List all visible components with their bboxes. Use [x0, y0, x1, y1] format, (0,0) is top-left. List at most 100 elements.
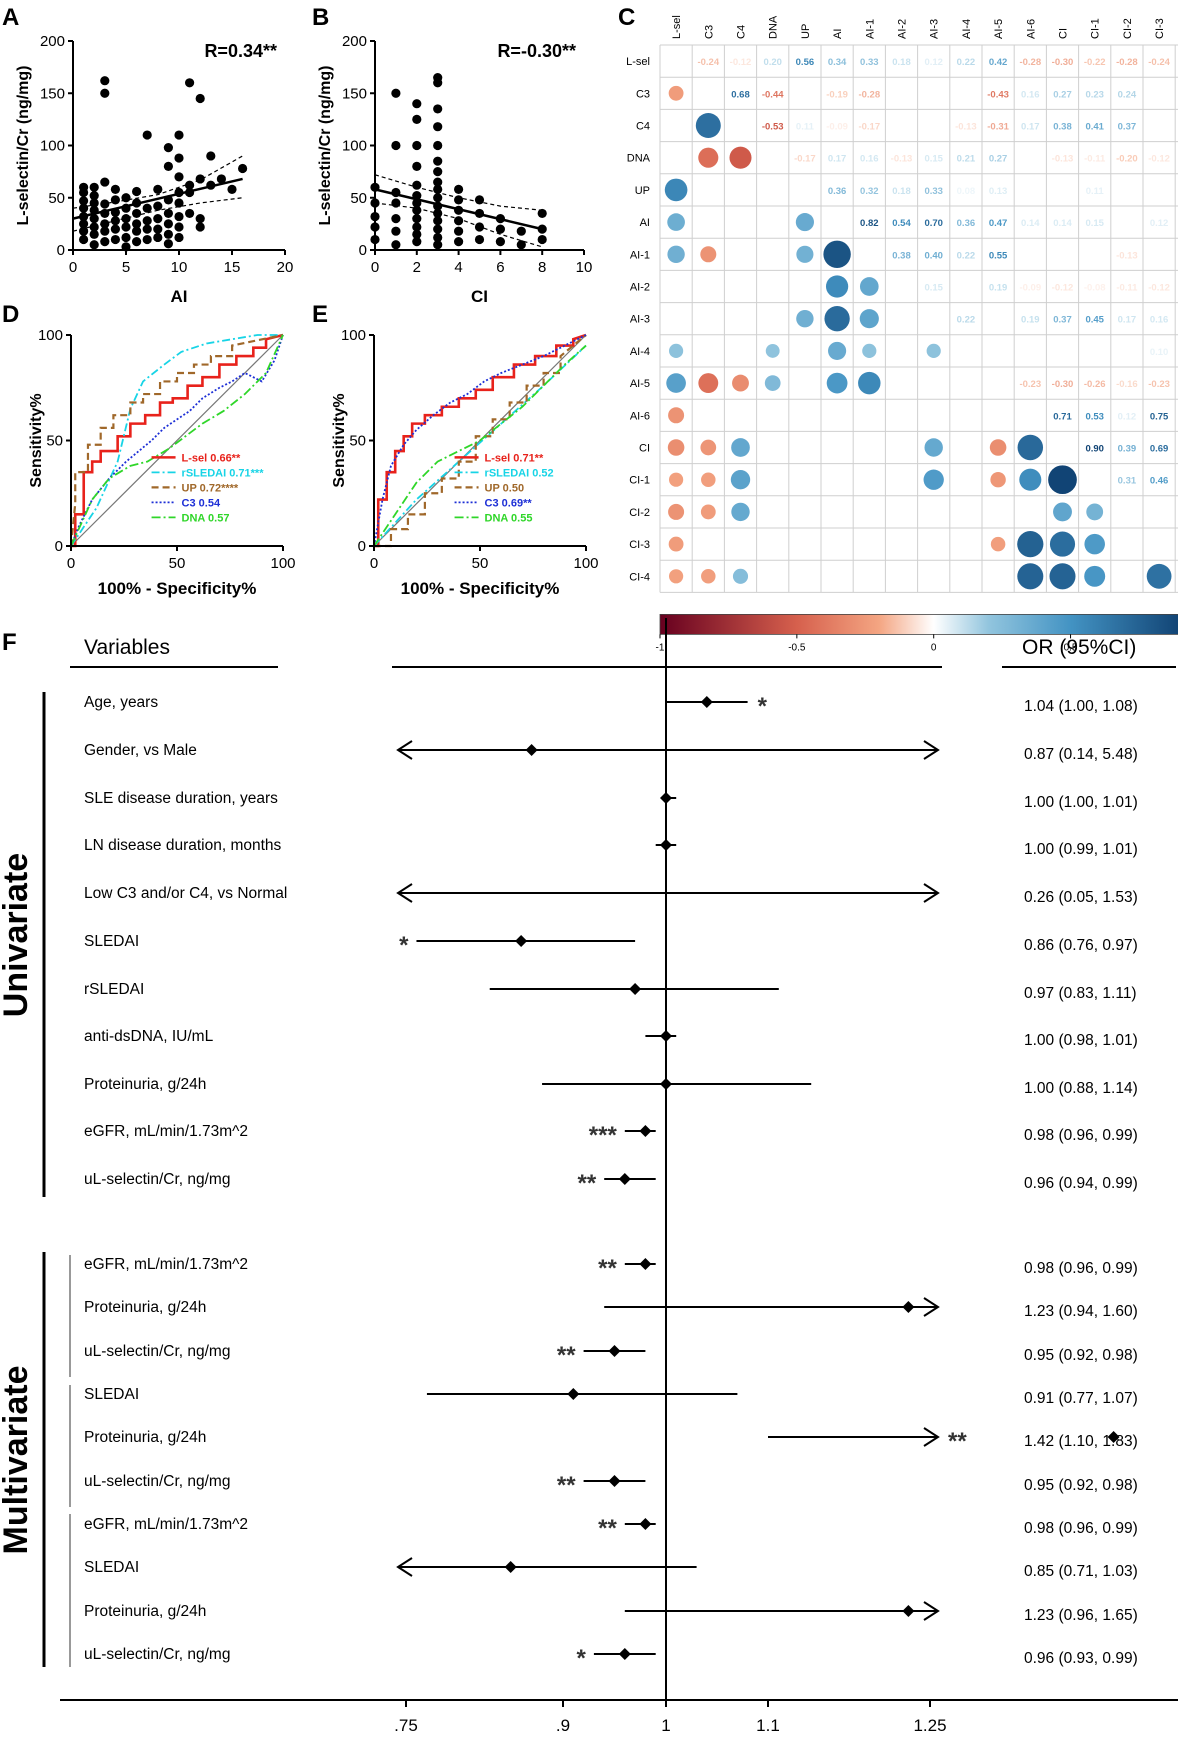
correlation-value: 0.27: [1053, 89, 1072, 100]
panel-a-scatter: 0 50 100 150 200 0 5 10 15 20 AI L-selectin/Cr (ng/…: [15, 33, 293, 306]
column-label: AI-2: [897, 19, 909, 39]
correlation-value: 0.37: [1053, 315, 1072, 326]
data-point: [537, 224, 547, 234]
x-tick-label: .75: [394, 1716, 418, 1735]
data-point: [474, 208, 485, 219]
data-point: [110, 207, 120, 217]
correlation-value: 0.82: [860, 218, 879, 229]
correlation-value: -0.19: [826, 89, 848, 100]
column-label: AI-5: [993, 19, 1005, 39]
row-or-text: 0.95 (0.92, 0.98): [1024, 1477, 1138, 1494]
panel-label-a: A: [2, 4, 19, 31]
data-point: [110, 184, 120, 194]
correlation-value: 0.33: [924, 186, 943, 197]
correlation-circle: [1049, 531, 1076, 557]
data-point: [227, 184, 237, 194]
data-point: [100, 208, 110, 219]
correlation-value: 0.20: [763, 57, 782, 68]
data-point: [433, 122, 443, 132]
roc-curve: [373, 344, 587, 547]
correlation-circle: [732, 568, 749, 584]
data-point: [433, 72, 443, 83]
data-point: [412, 140, 422, 151]
correlation-value: 0.34: [828, 57, 847, 68]
data-point: [195, 214, 205, 224]
correlation-annotation: R=0.34**: [204, 41, 277, 61]
correlation-circle: [669, 569, 684, 584]
data-point: [454, 184, 464, 194]
arrow-right: [923, 883, 940, 903]
row-label: Proteinuria, g/24h: [84, 1076, 206, 1093]
y-axis-label: L-selectin/Cr (ng/mg): [317, 65, 334, 225]
x-tick-label: 2: [413, 259, 421, 276]
data-point: [163, 142, 173, 153]
data-point: [238, 163, 248, 174]
panel-f-forest-plot: Variables OR (95%CI) .75 .9 1 1.1 1.25 Univaria…: [0, 618, 1178, 1735]
row-or-text: 0.91 (0.77, 1.07): [1024, 1390, 1138, 1407]
row-label: Gender, vs Male: [84, 742, 197, 759]
data-point: [142, 234, 152, 245]
row-or-text: 1.04 (1.00, 1.08): [1024, 698, 1138, 715]
data-point: [412, 99, 422, 109]
data-point: [454, 205, 464, 215]
data-point: [153, 214, 163, 224]
correlation-value: -0.13: [891, 154, 913, 165]
correlation-value: 0.11: [796, 122, 815, 133]
data-point: [132, 219, 142, 229]
data-point: [100, 219, 110, 229]
panel-b-scatter: 0 50 100 150 200 0 2 4 6 8 10 CI L-selectin/Cr (ng/m…: [317, 33, 592, 306]
data-point: [474, 222, 485, 232]
correlation-value: 0.36: [828, 186, 847, 197]
data-point: [163, 219, 173, 229]
correlation-value: -0.43: [987, 89, 1009, 100]
x-tick-label: 1.1: [756, 1716, 780, 1735]
correlation-value: 0.16: [1150, 315, 1169, 326]
arrow-left: [396, 1557, 413, 1577]
y-tick-label: 100: [38, 327, 63, 344]
correlation-value: -0.11: [1116, 283, 1138, 294]
correlation-value: 0.71: [1053, 411, 1072, 422]
arrow-right: [923, 1297, 940, 1317]
correlation-value: -0.12: [1052, 283, 1074, 294]
data-point: [206, 151, 216, 161]
data-point: [433, 224, 443, 234]
data-point: [153, 201, 163, 211]
data-point: [110, 234, 120, 245]
y-tick-label: 50: [349, 433, 366, 450]
correlation-circle: [990, 536, 1006, 552]
correlation-value: -0.28: [858, 89, 880, 100]
roc-curve: [70, 334, 283, 547]
y-tick-label: 50: [350, 190, 367, 207]
correlation-value: 0.22: [957, 315, 976, 326]
data-point: [142, 203, 152, 213]
row-label: UP: [635, 185, 650, 197]
data-point: [454, 195, 464, 205]
data-point: [391, 88, 401, 98]
legend-label: DNA 0.55: [485, 512, 533, 524]
data-point: [89, 229, 99, 239]
legend-label: C3 0.69**: [485, 497, 533, 509]
data-point: [132, 186, 142, 197]
data-point: [121, 214, 131, 224]
correlation-value: 0.32: [860, 186, 879, 197]
correlation-value: -0.31: [987, 122, 1009, 133]
data-point: [142, 224, 152, 234]
data-point: [195, 174, 205, 184]
point-estimate: [515, 935, 528, 947]
correlation-circle: [859, 277, 879, 296]
column-label: DNA: [768, 15, 780, 39]
x-axis-label: AI: [171, 287, 188, 306]
row-or-text: 0.86 (0.76, 0.97): [1024, 937, 1138, 954]
correlation-circle: [858, 371, 881, 395]
data-point: [412, 214, 422, 224]
correlation-circle: [1086, 503, 1104, 521]
data-point: [195, 93, 205, 104]
correlation-circle: [823, 240, 851, 269]
correlation-circle: [1048, 465, 1077, 495]
correlation-value: -0.22: [1084, 57, 1106, 68]
row-or-text: 1.23 (0.94, 1.60): [1024, 1303, 1138, 1320]
row-label: CI-3: [629, 539, 650, 551]
data-point: [537, 208, 547, 219]
column-label: AI-4: [961, 19, 973, 39]
